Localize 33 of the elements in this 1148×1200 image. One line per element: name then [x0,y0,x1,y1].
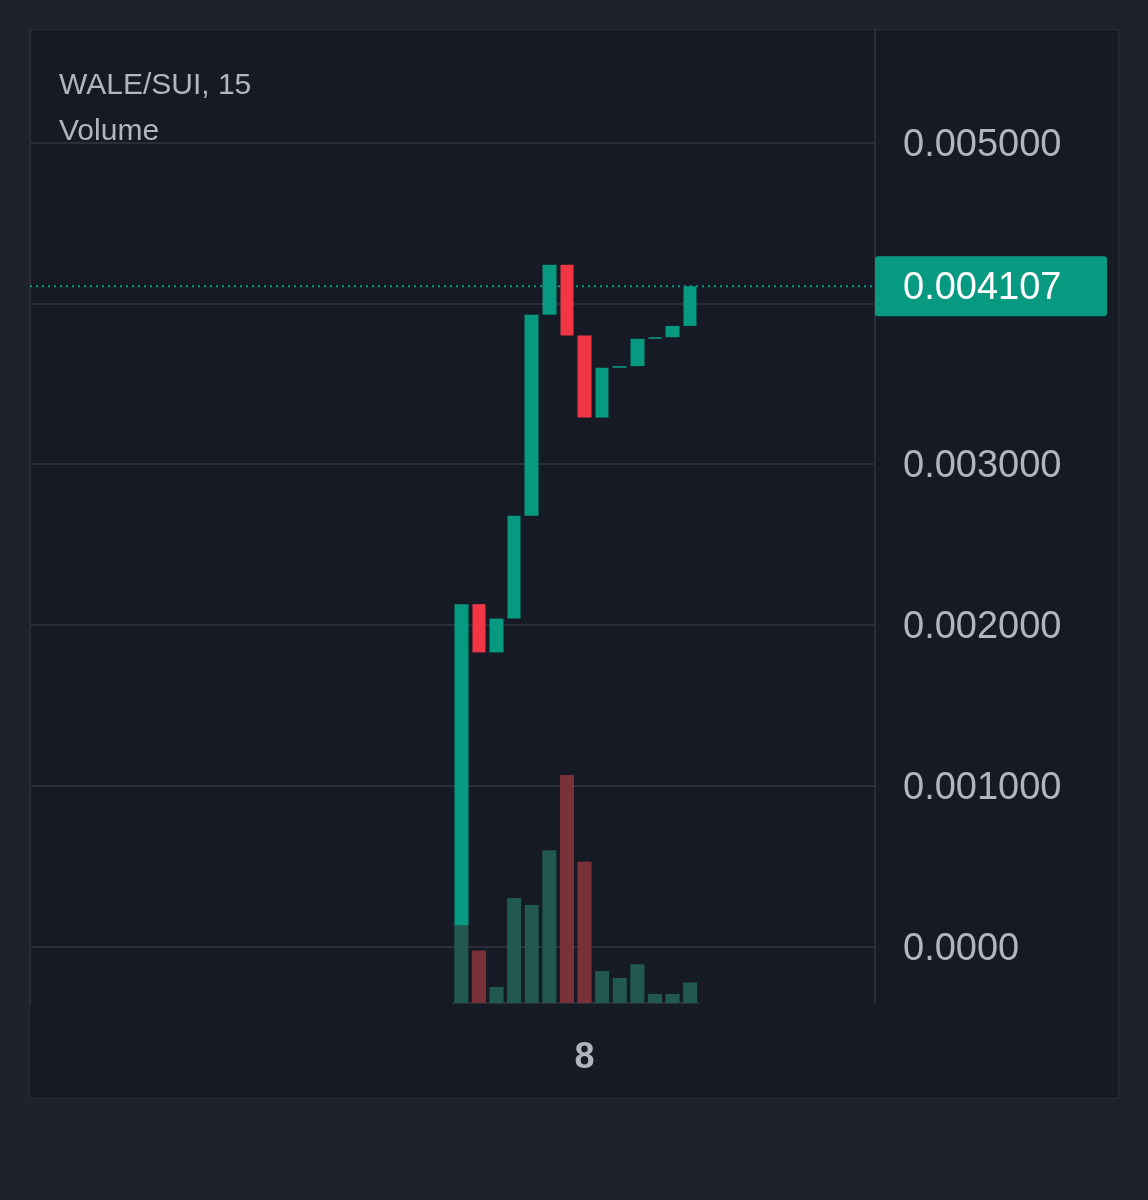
bar [630,964,645,1003]
bar [471,950,486,1003]
candlestick [630,338,645,367]
bar [577,861,592,1003]
bar [559,775,574,1003]
bar [454,925,469,1003]
ref-line-label: 0.004107 [903,265,1062,308]
bar [665,993,680,1003]
y-tick-label: 0.0000 [903,925,1020,968]
bar [612,977,627,1003]
bar [683,982,698,1003]
candlestick [665,325,680,338]
y-tick-label: 0.002000 [903,604,1062,647]
candlestick [524,314,539,516]
candlestick [560,264,574,336]
candlestick [507,515,521,619]
bar [542,850,557,1003]
y-tick-label: 0.003000 [903,443,1062,486]
text: Volume [59,112,160,146]
bar [507,898,522,1003]
candlestick [577,335,592,418]
candlestick [489,618,504,653]
bar [524,904,539,1003]
bar [595,971,610,1003]
x-tick-label: 8 [574,1034,595,1076]
bar [489,987,504,1003]
y-tick-label: 0.005000 [903,121,1062,164]
candlestick [472,604,486,653]
candlestick [595,367,609,418]
text: WALE/SUI, 15 [59,66,252,100]
bar [647,993,662,1003]
candlestick [454,604,469,926]
y-tick-label: 0.001000 [903,764,1062,807]
